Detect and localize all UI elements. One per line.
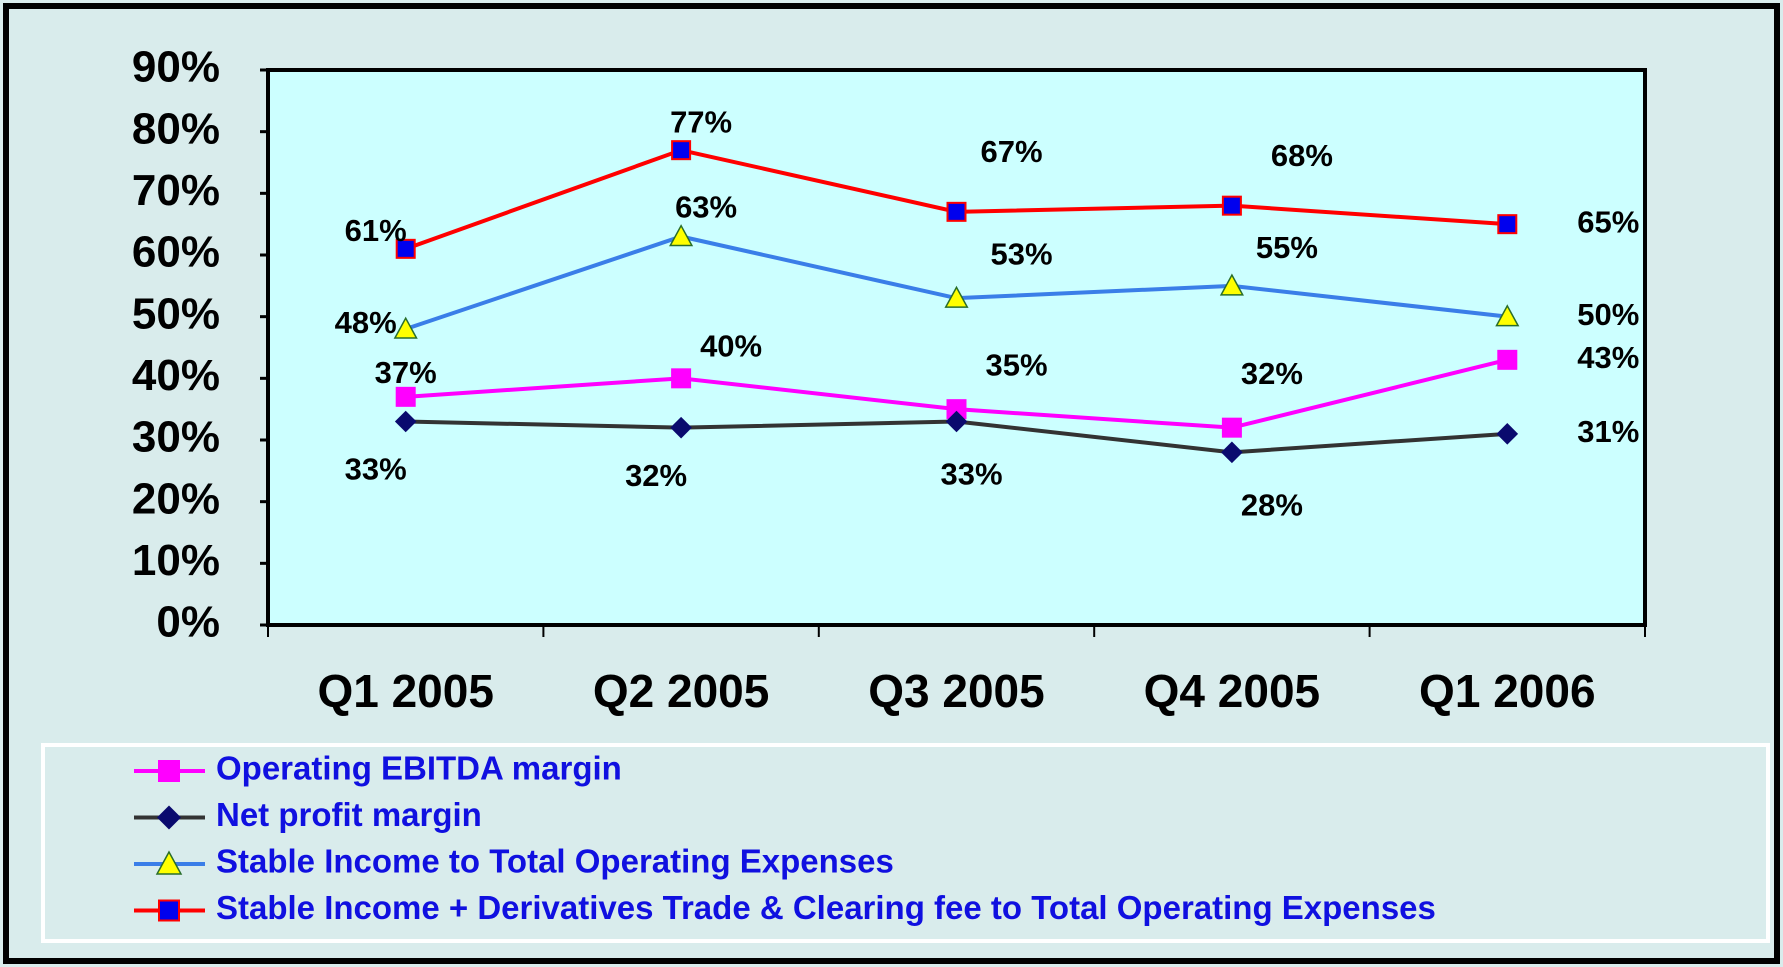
data-label: 68%: [1271, 138, 1333, 173]
plot-area: [266, 68, 1647, 627]
legend-label: Net profit margin: [216, 796, 482, 833]
y-tick-label: 60%: [132, 228, 220, 277]
data-label: 32%: [625, 458, 687, 493]
x-tick-label: Q2 2005: [593, 665, 769, 717]
y-tick-label: 40%: [132, 351, 220, 400]
marker: [1221, 195, 1242, 216]
marker: [1221, 417, 1242, 438]
data-label: 31%: [1577, 414, 1639, 449]
marker: [944, 285, 969, 308]
marker: [945, 410, 968, 433]
marker: [395, 386, 416, 407]
data-label: 55%: [1256, 230, 1318, 265]
data-label: 37%: [375, 355, 437, 390]
marker: [670, 416, 692, 439]
y-tick-label: 50%: [132, 289, 220, 338]
data-label: 33%: [940, 457, 1002, 492]
marker: [946, 201, 967, 222]
marker: [155, 850, 183, 875]
data-label: 48%: [335, 305, 397, 340]
legend: [41, 743, 1770, 943]
marker: [671, 140, 692, 161]
data-label: 43%: [1577, 340, 1639, 375]
data-label: 33%: [345, 452, 407, 487]
marker: [395, 238, 416, 259]
marker: [669, 224, 694, 247]
data-label: 40%: [700, 329, 762, 364]
data-label: 50%: [1577, 297, 1639, 332]
marker: [158, 899, 180, 922]
data-label: 28%: [1241, 488, 1303, 523]
y-tick-label: 80%: [132, 104, 220, 153]
legend-label: Stable Income + Derivatives Trade & Clea…: [216, 889, 1436, 926]
x-tick-label: Q1 2006: [1419, 665, 1595, 717]
marker: [158, 760, 180, 782]
legend-label: Operating EBITDA margin: [216, 750, 622, 787]
y-tick-label: 20%: [132, 474, 220, 523]
marker: [1221, 441, 1243, 464]
marker: [394, 410, 417, 433]
x-tick-label: Q4 2005: [1144, 665, 1320, 717]
data-label: 35%: [985, 347, 1047, 382]
marker: [671, 368, 692, 389]
marker: [1497, 214, 1518, 235]
data-label: 67%: [980, 134, 1042, 169]
y-tick-label: 90%: [132, 43, 220, 92]
y-tick-label: 30%: [132, 413, 220, 462]
y-tick-label: 70%: [132, 166, 220, 215]
data-label: 77%: [670, 104, 732, 139]
x-tick-label: Q3 2005: [868, 665, 1044, 717]
data-label: 65%: [1577, 204, 1639, 239]
marker: [393, 316, 418, 339]
y-tick-label: 0%: [156, 598, 220, 647]
frame: [3, 3, 1780, 964]
data-label: 32%: [1241, 356, 1303, 391]
y-tick-label: 10%: [132, 536, 220, 585]
marker: [1496, 423, 1519, 445]
data-label: 63%: [675, 190, 737, 225]
legend-label: Stable Income to Total Operating Expense…: [216, 843, 894, 880]
marker: [1497, 349, 1518, 370]
marker: [1495, 304, 1520, 327]
data-label: 53%: [990, 236, 1052, 271]
marker: [157, 805, 181, 830]
data-label: 61%: [345, 213, 407, 248]
marker: [1219, 273, 1244, 296]
x-tick-label: Q1 2005: [317, 665, 493, 717]
